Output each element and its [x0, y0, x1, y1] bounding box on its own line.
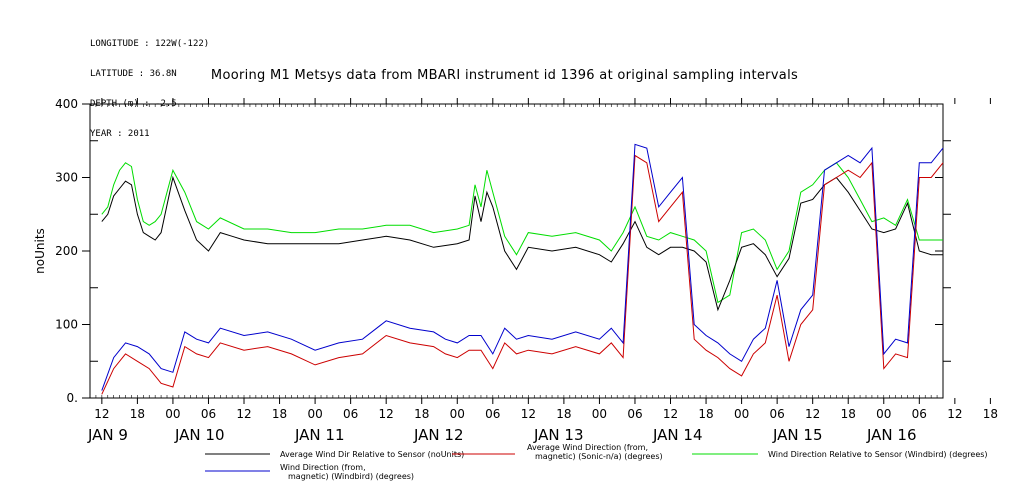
x-day-label: JAN 12 [413, 426, 464, 444]
y-tick-label: 100 [55, 318, 78, 332]
x-tick-label: 18 [556, 407, 571, 421]
chart-title: Mooring M1 Metsys data from MBARI instru… [210, 68, 799, 83]
legend-label: Average Wind Direction (from, magnetic) (… [527, 443, 663, 461]
x-day-label: JAN 16 [866, 426, 917, 444]
x-day-label: JAN 11 [294, 426, 345, 444]
x-day-label: JAN 10 [174, 426, 225, 444]
series-green-line [101, 162, 943, 304]
x-tick-label: 00 [450, 407, 465, 421]
x-tick-label: 06 [485, 407, 500, 421]
y-axis-label: noUnits [33, 228, 47, 274]
x-tick-label: 18 [414, 407, 429, 421]
x-tick-label: 06 [343, 407, 358, 421]
series-black-line [101, 175, 943, 312]
x-tick-label: 12 [236, 407, 251, 421]
year-text: YEAR : 2011 [90, 129, 150, 139]
x-tick-label: 06 [912, 407, 927, 421]
y-tick-label: 300 [55, 171, 78, 185]
x-tick-label: 12 [663, 407, 678, 421]
x-tick-label: 12 [521, 407, 536, 421]
x-tick-label: 00 [876, 407, 891, 421]
legend-label: Average Wind Dir Relative to Sensor (noU… [280, 450, 464, 459]
x-tick-label: 12 [379, 407, 394, 421]
y-tick-label: 400 [55, 97, 78, 111]
latitude-text: LATITUDE : 36.8N [90, 69, 177, 79]
x-tick-label: 18 [841, 407, 856, 421]
y-tick-label: 200 [55, 244, 78, 258]
x-tick-label: 12 [947, 407, 962, 421]
x-day-label: JAN 9 [87, 426, 128, 444]
x-day-label: JAN 15 [772, 426, 823, 444]
x-tick-label: 06 [769, 407, 784, 421]
x-tick-label: 18 [130, 407, 145, 421]
x-tick-label: 00 [165, 407, 180, 421]
legend-label: Wind Direction Relative to Sensor (Windb… [768, 450, 988, 459]
x-tick-label: 00 [307, 407, 322, 421]
x-tick-label: 06 [201, 407, 216, 421]
x-tick-label: 18 [272, 407, 287, 421]
x-tick-label: 00 [734, 407, 749, 421]
series-blue-line [101, 143, 944, 391]
x-day-label: JAN 13 [533, 426, 584, 444]
x-tick-label: 00 [592, 407, 607, 421]
x-day-label: JAN 14 [652, 426, 703, 444]
x-tick-label: 12 [94, 407, 109, 421]
x-tick-label: 18 [698, 407, 713, 421]
legend-label: Wind Direction (from, magnetic) (Windbird… [280, 463, 414, 481]
series-red-line [101, 154, 944, 395]
x-tick-label: 06 [627, 407, 642, 421]
x-tick-label: 12 [805, 407, 820, 421]
y-tick-label: 0. [67, 391, 78, 405]
longitude-text: LONGITUDE : 122W(-122) [90, 39, 210, 49]
x-tick-label: 18 [983, 407, 998, 421]
